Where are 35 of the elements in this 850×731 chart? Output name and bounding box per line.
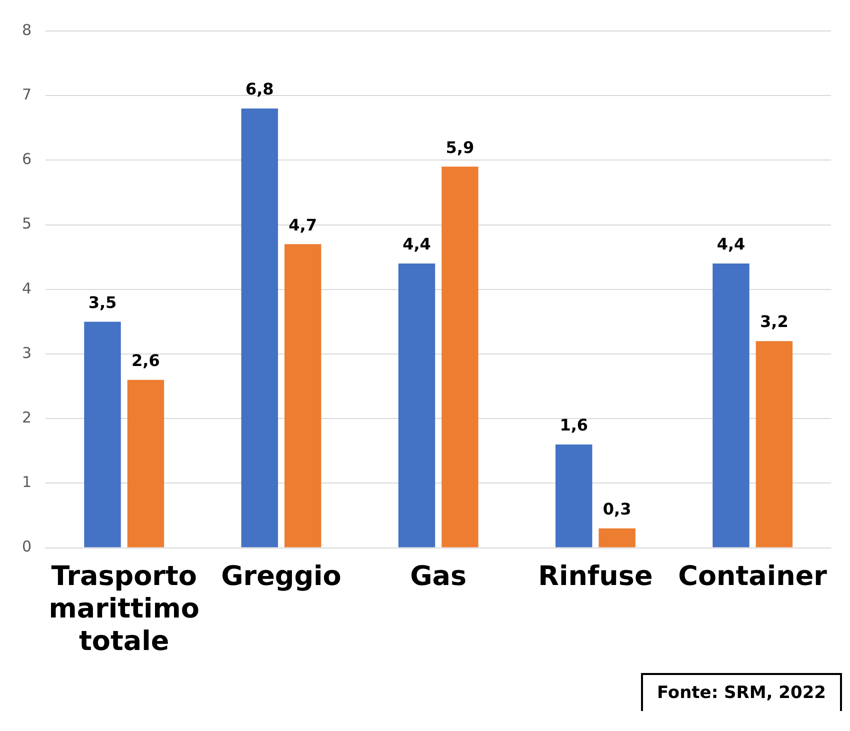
y-tick-label: 3: [22, 344, 32, 362]
bar: [398, 264, 436, 548]
bar: [712, 264, 750, 548]
bar: [598, 528, 636, 548]
data-label: 2,6: [132, 350, 160, 370]
data-label: 4,4: [402, 234, 431, 254]
data-label: 5,9: [446, 138, 474, 157]
y-tick-label: 1: [22, 473, 32, 492]
data-label: 4,4: [716, 234, 746, 254]
y-tick-label: 6: [22, 150, 32, 168]
bar: [284, 244, 322, 548]
x-tick-label: Trasporto marittimo totale: [48, 561, 200, 657]
bar: [127, 380, 164, 548]
y-tick-label: 5: [22, 214, 32, 233]
data-label: 0,3: [602, 500, 632, 519]
data-label: 1,6: [560, 416, 588, 435]
y-tick-label: 7: [22, 85, 32, 104]
bar: [241, 108, 278, 548]
source-note: Fonte: SRM, 2022: [640, 673, 842, 711]
y-tick-label: 4: [22, 279, 32, 298]
bar: [84, 322, 121, 548]
y-tick-label: 0: [22, 538, 32, 556]
data-label: 3,2: [760, 312, 788, 332]
y-tick-label: 8: [22, 20, 32, 39]
x-tick-label: Greggio: [221, 561, 342, 592]
bar: [556, 444, 592, 548]
data-label: 3,5: [88, 292, 117, 312]
x-tick-label: Gas: [410, 561, 467, 592]
bar: [756, 341, 793, 548]
x-tick-label: Container: [678, 561, 828, 592]
data-label: 4,7: [288, 215, 317, 234]
bar: [442, 166, 478, 548]
y-tick-label: 2: [22, 408, 32, 426]
data-label: 6,8: [245, 80, 274, 99]
x-tick-label: Rinfuse: [538, 561, 653, 592]
